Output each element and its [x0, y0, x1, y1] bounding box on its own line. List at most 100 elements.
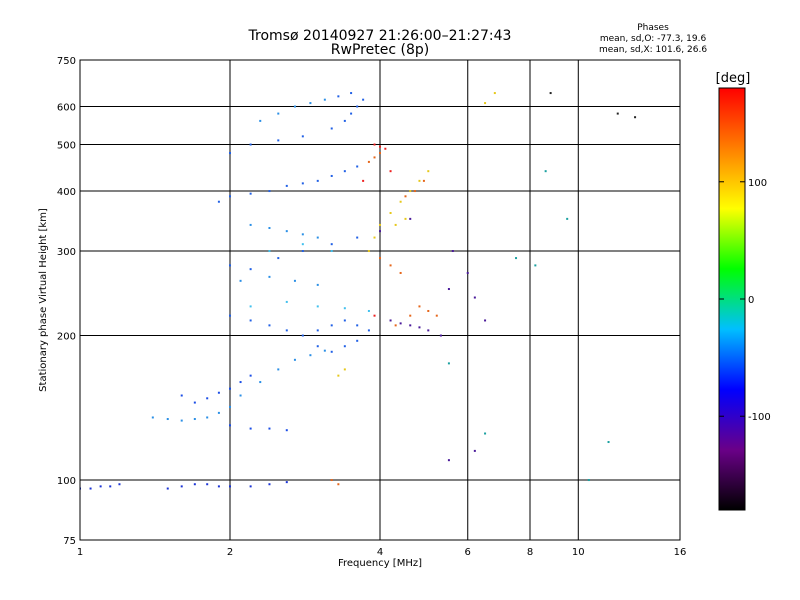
y-tick-label: 100 [57, 476, 76, 487]
data-point [229, 485, 231, 488]
data-point [277, 112, 280, 115]
data-point [607, 441, 610, 444]
data-point [330, 250, 333, 253]
data-point [515, 257, 518, 260]
data-point [404, 195, 407, 198]
data-point [180, 485, 183, 488]
data-point [217, 485, 220, 488]
data-point [239, 381, 242, 384]
colorbar-label: [deg] [716, 71, 751, 86]
data-point [616, 112, 619, 115]
data-point [413, 190, 416, 193]
stats-line-o: mean, sd,O: -77.3, 19.6 [600, 34, 707, 44]
data-point [473, 449, 476, 452]
data-point [268, 190, 271, 193]
data-point [399, 322, 402, 325]
data-point [268, 324, 271, 327]
data-point [99, 485, 102, 488]
data-point [447, 362, 450, 365]
data-point [217, 411, 220, 414]
data-point [293, 358, 296, 361]
data-point [249, 485, 252, 488]
data-point [350, 112, 353, 115]
data-point [389, 319, 392, 322]
data-point [323, 349, 326, 352]
data-point [350, 92, 353, 95]
data-point [379, 230, 381, 233]
data-point [293, 105, 296, 108]
data-point [587, 479, 590, 482]
data-point [389, 170, 392, 173]
data-point [566, 217, 569, 220]
data-point [217, 200, 220, 203]
data-point [330, 243, 333, 246]
data-point [249, 305, 252, 308]
data-point [180, 394, 183, 397]
data-point [418, 305, 421, 308]
data-point [534, 264, 537, 267]
data-point [473, 296, 476, 299]
data-point [404, 217, 407, 220]
data-point [330, 127, 333, 130]
data-point [379, 152, 381, 155]
data-point [309, 354, 312, 357]
data-point [409, 217, 412, 220]
data-point [249, 427, 252, 430]
colorbar-tick-label: -100 [748, 412, 771, 423]
data-point [268, 275, 271, 278]
y-tick-label: 750 [57, 56, 76, 67]
x-axis-label: Frequency [MHz] [338, 558, 422, 569]
data-point [323, 98, 326, 101]
data-point [285, 481, 288, 484]
data-point [193, 418, 196, 421]
data-point [316, 305, 319, 308]
data-point [435, 314, 438, 317]
colorbar-ticks: 100 0 -100 [719, 178, 771, 423]
data-point [389, 264, 392, 267]
data-point [259, 119, 262, 122]
data-point [206, 397, 209, 400]
data-point [362, 179, 365, 182]
data-point [166, 418, 169, 421]
data-point [343, 307, 346, 310]
data-point [316, 283, 319, 286]
data-point [343, 119, 346, 122]
data-point [285, 429, 288, 432]
data-point [367, 329, 370, 332]
data-point [206, 416, 209, 419]
data-point [484, 102, 487, 105]
x-tick-label: 6 [465, 547, 471, 558]
data-point [301, 233, 304, 236]
data-point [301, 334, 304, 337]
data-point [249, 374, 252, 377]
data-point [217, 391, 220, 394]
data-point [229, 424, 231, 427]
y-axis-label: Stationary phase Virtual Height [km] [38, 208, 49, 392]
data-point [394, 223, 397, 226]
data-point [249, 268, 252, 271]
y-axis-ticks: 75 100 200 300 400 500 600 750 [57, 56, 76, 547]
data-point [367, 160, 370, 163]
data-point [634, 116, 637, 119]
data-point [379, 223, 381, 226]
stats-heading: Phases [637, 23, 669, 33]
y-tick-label: 300 [57, 247, 76, 258]
y-tick-label: 400 [57, 187, 76, 198]
data-point [118, 483, 121, 486]
data-point [89, 487, 92, 490]
data-point [285, 230, 288, 233]
data-point [337, 374, 340, 377]
data-point [447, 288, 450, 291]
data-point [362, 98, 365, 101]
x-tick-label: 1 [77, 547, 83, 558]
data-point [285, 300, 288, 303]
data-point [301, 135, 304, 138]
data-point [466, 271, 469, 274]
data-point [343, 170, 346, 173]
data-point [484, 319, 487, 322]
data-point [293, 279, 296, 282]
chart-subtitle: RwPretec (8p) [331, 42, 429, 58]
data-point [367, 309, 370, 312]
data-point [268, 227, 271, 230]
